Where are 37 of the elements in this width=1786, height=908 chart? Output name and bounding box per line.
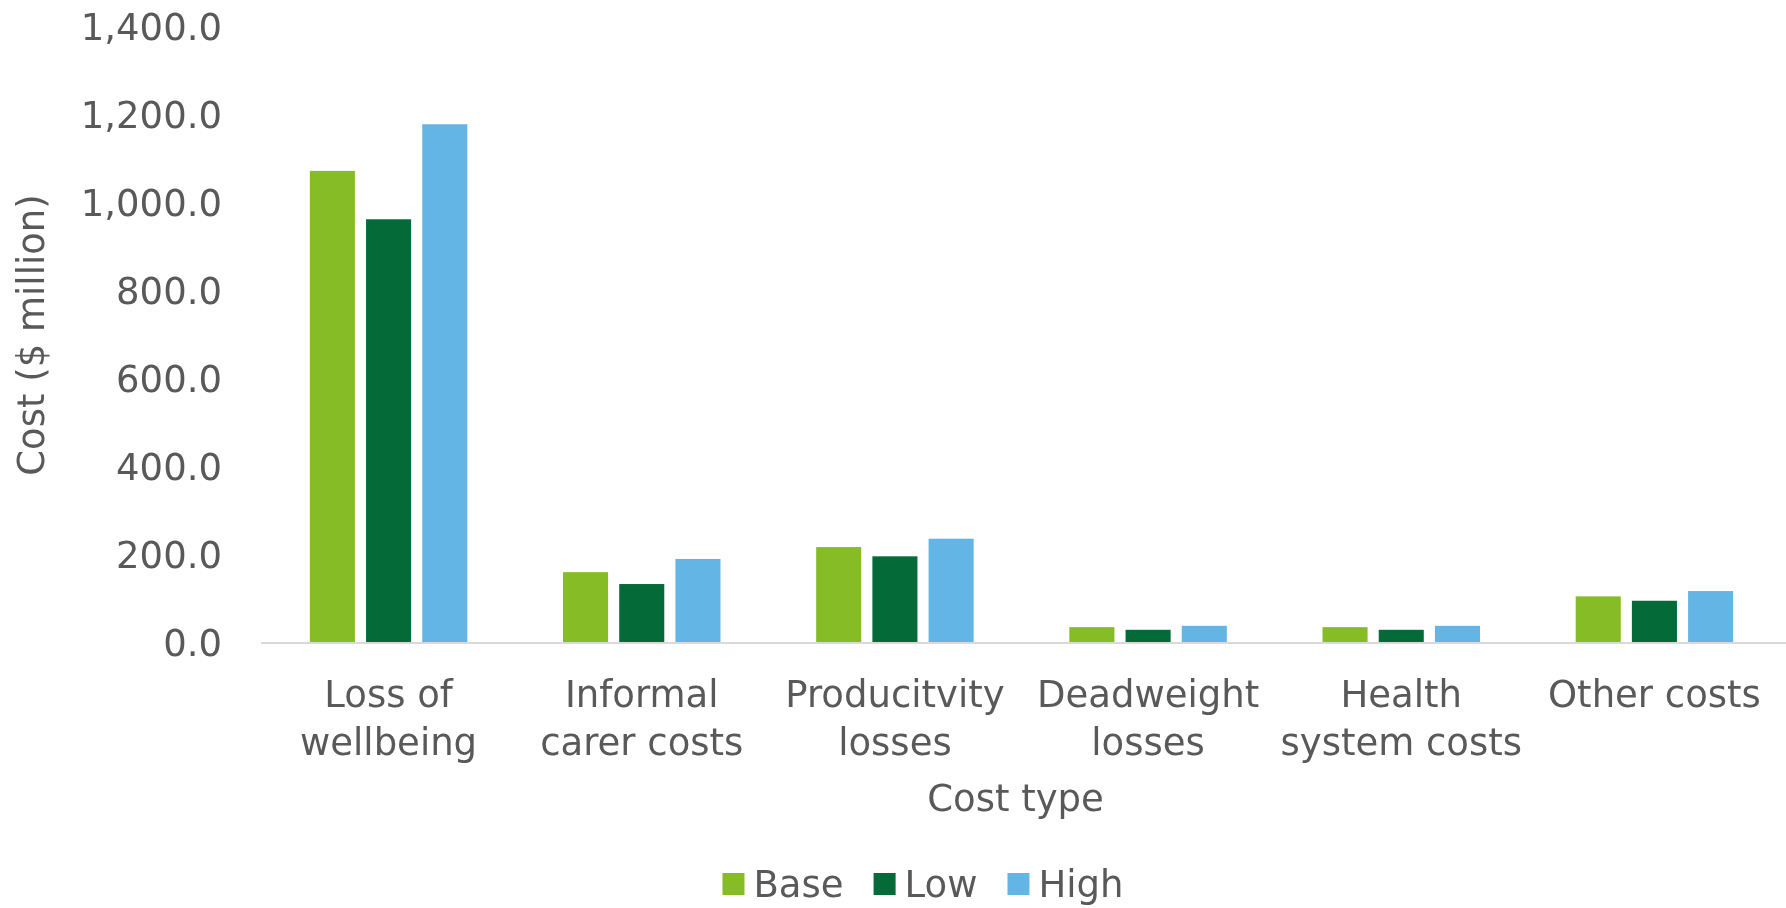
legend-label: High — [1038, 862, 1124, 906]
y-tick-label: 1,000.0 — [80, 182, 222, 226]
bar — [563, 572, 609, 643]
y-tick-label: 600.0 — [116, 358, 222, 402]
bar — [1575, 596, 1621, 643]
bar — [1181, 625, 1227, 643]
x-tick-label: Other costs — [1547, 672, 1761, 716]
bar — [1434, 625, 1480, 643]
x-axis-title: Cost type — [927, 776, 1104, 820]
y-tick-label: 1,400.0 — [80, 6, 222, 50]
bar — [1688, 591, 1734, 643]
bar — [366, 219, 412, 643]
x-tick-label: Deadweight losses — [1037, 672, 1260, 764]
bar — [872, 556, 918, 643]
y-tick-label: 1,200.0 — [80, 94, 222, 138]
bar — [928, 538, 974, 643]
y-tick-label: 200.0 — [116, 534, 222, 578]
bar — [1069, 627, 1115, 643]
bar — [309, 170, 355, 643]
legend-label: Base — [753, 862, 844, 906]
y-tick-label: 800.0 — [116, 270, 222, 314]
y-tick-label: 400.0 — [116, 446, 222, 490]
bar — [1322, 627, 1368, 643]
bar — [422, 124, 468, 643]
bar — [1631, 600, 1677, 643]
y-tick-label: 0.0 — [163, 622, 222, 666]
x-tick-label: Producitvity losses — [785, 672, 1005, 764]
bar — [1378, 629, 1424, 643]
legend-label: Low — [904, 862, 978, 906]
y-axis-title: Cost ($ million) — [9, 194, 53, 476]
bar — [1125, 629, 1171, 643]
bar — [816, 547, 862, 643]
bar — [675, 558, 721, 643]
x-tick-label: Health system costs — [1280, 672, 1523, 764]
x-tick-label: Loss of wellbeing — [300, 672, 478, 764]
x-tick-label: Informal carer costs — [540, 672, 744, 764]
bar — [619, 584, 665, 643]
